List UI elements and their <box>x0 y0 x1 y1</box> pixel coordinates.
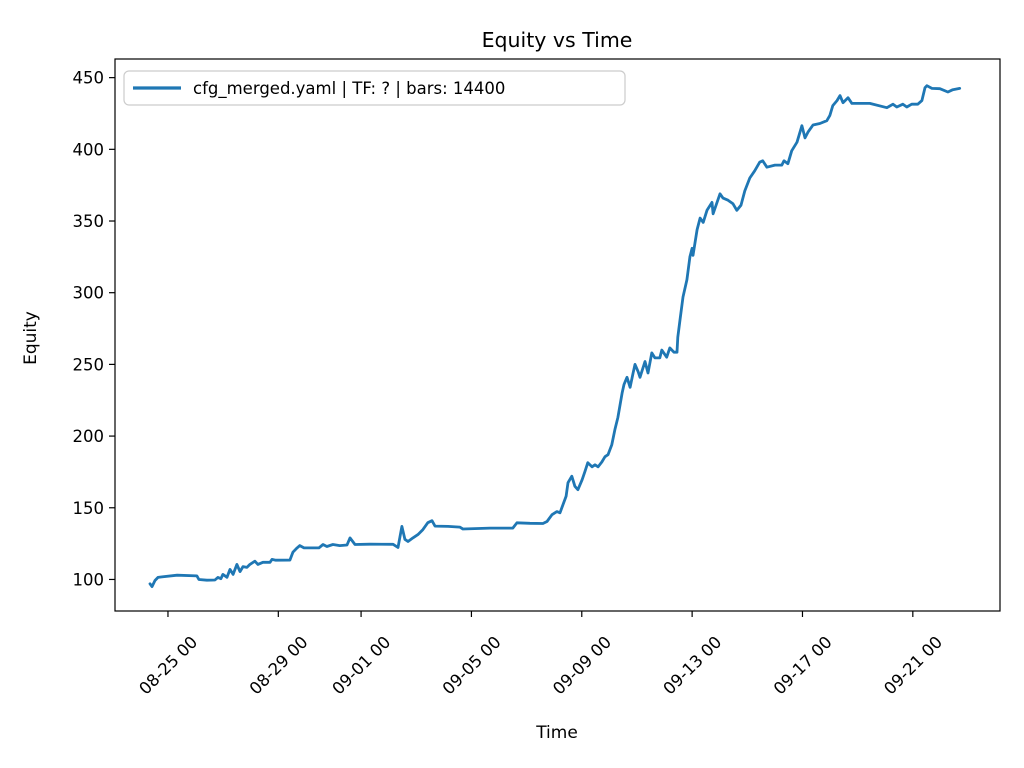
y-tick-label: 100 <box>73 570 105 589</box>
x-tick-label: 09-05 00 <box>439 632 505 698</box>
x-tick-label: 09-13 00 <box>660 632 726 698</box>
x-tick-label: 09-09 00 <box>549 632 615 698</box>
y-tick-label: 150 <box>73 499 105 518</box>
x-tick-label: 09-17 00 <box>770 632 836 698</box>
y-tick-label: 250 <box>73 355 105 374</box>
equity-line <box>148 84 962 588</box>
y-tick-label: 200 <box>73 427 105 446</box>
x-axis-label: Time <box>535 723 578 743</box>
y-tick-label: 350 <box>73 212 105 231</box>
x-tick-label: 09-21 00 <box>880 632 946 698</box>
y-axis-label: Equity <box>21 311 41 365</box>
y-tick-label: 300 <box>73 284 105 303</box>
y-tick-label: 400 <box>73 140 105 159</box>
x-tick-label: 09-01 00 <box>328 632 394 698</box>
x-tick-label: 08-25 00 <box>135 632 201 698</box>
x-axis-ticks: 08-25 00 08-29 00 09-01 00 09-05 00 09-09 00… <box>135 611 946 698</box>
y-axis-ticks: 100 150 200 250 300 350 400 450 <box>73 69 115 589</box>
legend: cfg_merged.yaml | TF: ? | bars: 14400 <box>123 70 626 106</box>
legend-entry-label: cfg_merged.yaml | TF: ? | bars: 14400 <box>193 79 505 99</box>
x-tick-label: 08-29 00 <box>246 632 312 698</box>
legend-box <box>123 70 626 106</box>
y-tick-label: 450 <box>73 69 105 88</box>
plot-border <box>114 58 1001 612</box>
chart-title: Equity vs Time <box>482 28 633 52</box>
